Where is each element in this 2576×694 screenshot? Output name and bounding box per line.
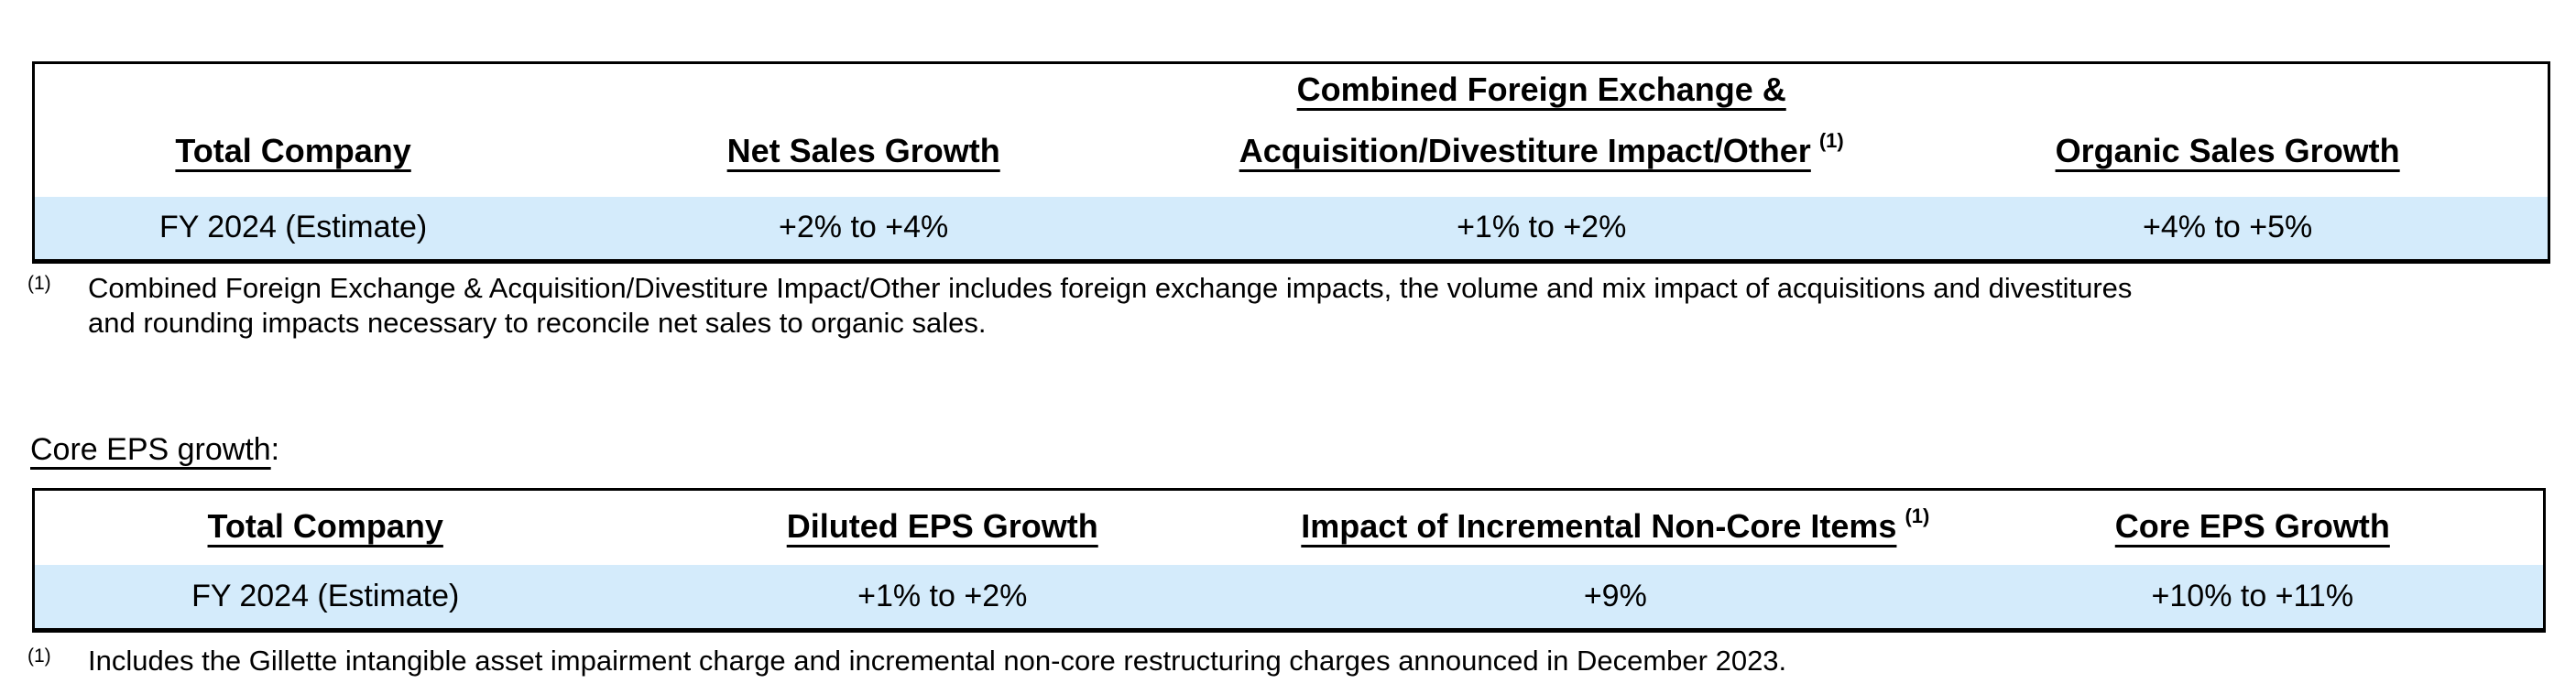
col-header-total-company-label: Total Company [175, 132, 411, 169]
eps-non-core-impact-value: +9% [1583, 578, 1647, 613]
eps-diluted-growth-value: +1% to +2% [857, 578, 1028, 613]
col-header-eps-total-company-label: Total Company [207, 507, 443, 545]
eps-table-footnote: (1) Includes the Gillette intangible ass… [27, 644, 2574, 678]
core-eps-guidance-table: Total Company Diluted EPS Growth Impact … [32, 488, 2546, 633]
sales-organic-sales-growth-value: +4% to +5% [2143, 210, 2313, 245]
eps-core-growth-value: +10% to +11% [2151, 578, 2354, 613]
sales-footnote-line1: Combined Foreign Exchange & Acquisition/… [88, 272, 2133, 304]
col-header-fx-acquisition-impact-line2: Acquisition/Divestiture Impact/Other [1239, 132, 1811, 169]
sales-table-header-row: Total Company Net Sales Growth Combined … [34, 63, 2549, 198]
footnote-marker-1: (1) [27, 273, 51, 294]
core-eps-growth-heading: Core EPS growth: [30, 432, 279, 468]
core-eps-growth-heading-text: Core EPS growth [30, 432, 271, 467]
col-header-organic-sales-growth: Organic Sales Growth [1907, 63, 2549, 198]
sales-fx-acquisition-impact-value: +1% to +2% [1457, 210, 1627, 245]
sales-row-label: FY 2024 (Estimate) [158, 210, 428, 245]
col-header-core-eps-growth: Core EPS Growth [1962, 490, 2545, 566]
col-header-diluted-eps-growth-label: Diluted EPS Growth [786, 507, 1098, 545]
col-header-incremental-non-core-items-label: Impact of Incremental Non-Core Items [1301, 507, 1897, 545]
eps-table-fy2024-row: FY 2024 (Estimate) +1% to +2% +9% +10% t… [33, 565, 2545, 630]
sales-table-fy2024-row: FY 2024 (Estimate) +2% to +4% +1% to +2%… [33, 197, 2549, 261]
col-header-diluted-eps-growth: Diluted EPS Growth [616, 490, 1269, 566]
footnote-ref-1: (1) [1818, 129, 1844, 152]
core-eps-growth-heading-colon: : [270, 432, 280, 467]
col-header-core-eps-growth-label: Core EPS Growth [2114, 507, 2390, 545]
eps-row-label: FY 2024 (Estimate) [191, 578, 460, 613]
col-header-net-sales-growth: Net Sales Growth [551, 63, 1175, 198]
sales-footnote-text: Combined Foreign Exchange & Acquisition/… [88, 271, 2574, 341]
col-header-organic-sales-growth-label: Organic Sales Growth [2055, 132, 2400, 169]
eps-footnote-text: Includes the Gillette intangible asset i… [88, 644, 2574, 678]
col-header-fx-acquisition-impact: Combined Foreign Exchange & Acquisition/… [1175, 63, 1907, 198]
col-header-eps-total-company: Total Company [34, 490, 617, 566]
footnote-ref-1-eps: (1) [1905, 504, 1930, 527]
sales-net-sales-growth-value: +2% to +4% [779, 210, 949, 245]
sales-footnote-line2: and rounding impacts necessary to reconc… [88, 307, 987, 339]
col-header-fx-acquisition-impact-line1: Combined Foreign Exchange & [1296, 70, 1786, 108]
sales-table-footnote: (1) Combined Foreign Exchange & Acquisit… [27, 271, 2574, 341]
sales-growth-guidance-table: Total Company Net Sales Growth Combined … [32, 61, 2550, 264]
eps-table-header-row: Total Company Diluted EPS Growth Impact … [34, 490, 2545, 566]
eps-footnote-line1: Includes the Gillette intangible asset i… [88, 645, 1787, 677]
col-header-incremental-non-core-items: Impact of Incremental Non-Core Items (1) [1269, 490, 1962, 566]
footnote-marker-1-eps: (1) [27, 645, 51, 667]
col-header-total-company: Total Company [34, 63, 552, 198]
col-header-net-sales-growth-label: Net Sales Growth [726, 132, 1000, 169]
